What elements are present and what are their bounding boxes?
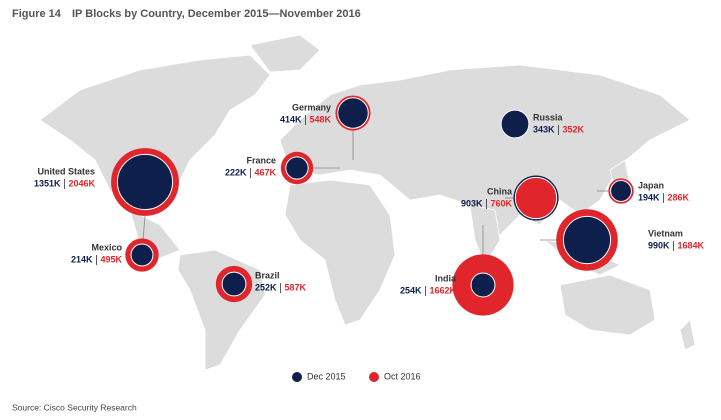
bubble	[610, 180, 632, 202]
value-label: 467K	[254, 167, 276, 177]
country-label: Brazil	[255, 270, 280, 280]
value-label: 214K	[71, 254, 93, 264]
legend-swatch	[292, 372, 302, 382]
bubble	[500, 109, 530, 139]
value-label: 2046K	[68, 178, 95, 188]
country-label: France	[246, 155, 276, 165]
bubble	[130, 243, 154, 267]
value-label: 286K	[668, 192, 690, 202]
chart-title: IP Blocks by Country, December 2015—Nove…	[72, 8, 361, 20]
value-label: 222K	[225, 167, 247, 177]
value-label: 1662K	[429, 285, 456, 295]
legend-swatch	[369, 372, 379, 382]
country-label: China	[487, 186, 513, 196]
value-label: 587K	[285, 282, 307, 292]
bubble	[562, 215, 612, 265]
country-label: India	[435, 273, 457, 283]
value-label: 194K	[638, 192, 660, 202]
legend-label: Dec 2015	[307, 371, 346, 381]
value-label: 343K	[533, 124, 555, 134]
bubble	[285, 156, 309, 180]
value-label: 903K	[461, 198, 483, 208]
value-label: 254K	[400, 285, 422, 295]
value-label: 252K	[255, 282, 277, 292]
bubble	[221, 271, 247, 297]
value-label: 414K	[280, 114, 302, 124]
figure-number: Figure 14	[12, 8, 62, 20]
world-map	[39, 34, 696, 371]
value-label: 548K	[309, 114, 331, 124]
bubble	[470, 272, 496, 298]
country-label: Germany	[292, 102, 331, 112]
bubble	[337, 97, 369, 129]
value-label: 1351K	[34, 178, 61, 188]
country-label: Mexico	[91, 242, 122, 252]
country-label: Vietnam	[648, 228, 683, 238]
country-label: Russia	[533, 112, 564, 122]
legend-label: Oct 2016	[384, 371, 421, 381]
value-label: 352K	[563, 124, 585, 134]
value-label: 760K	[490, 198, 512, 208]
value-label: 1684K	[678, 240, 705, 250]
value-label: 990K	[648, 240, 670, 250]
source: Source: Cisco Security Research	[12, 402, 137, 412]
country-label: United States	[37, 166, 95, 176]
bubble	[116, 153, 174, 211]
bubble	[514, 176, 558, 220]
value-label: 495K	[100, 254, 122, 264]
country-label: Japan	[638, 180, 664, 190]
